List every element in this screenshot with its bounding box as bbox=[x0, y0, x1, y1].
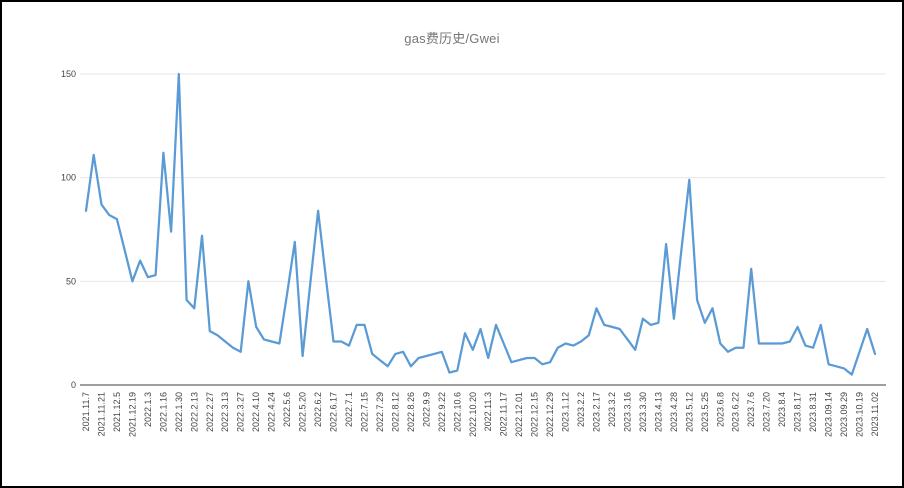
x-axis-tick-label: 2023.4.28 bbox=[669, 392, 679, 432]
chart-title: gas费历史/Gwei bbox=[404, 31, 500, 46]
x-axis-tick-label: 2023.3.2 bbox=[607, 392, 617, 427]
y-axis-tick-label: 150 bbox=[61, 69, 76, 79]
x-axis-tick-label: 2023.09.14 bbox=[824, 392, 834, 437]
x-axis-tick-label: 2023.8.31 bbox=[808, 392, 818, 432]
y-axis-tick-label: 0 bbox=[71, 380, 76, 390]
x-axis-tick-label: 2023.3.16 bbox=[622, 392, 632, 432]
x-axis-tick-label: 2022.1.16 bbox=[158, 392, 168, 432]
x-axis-tick-label: 2022.10.6 bbox=[452, 392, 462, 432]
x-axis-tick-label: 2023.7.6 bbox=[746, 392, 756, 427]
x-axis-tick-label: 2021.12.5 bbox=[112, 392, 122, 432]
x-axis-tick-label: 2023.2.2 bbox=[576, 392, 586, 427]
x-axis-tick-label: 2022.5.6 bbox=[282, 392, 292, 427]
x-axis-tick-label: 2022.8.26 bbox=[406, 392, 416, 432]
x-axis-tick-label: 2021.11.21 bbox=[96, 392, 106, 436]
x-axis-tick-label: 2023.7.20 bbox=[762, 392, 772, 432]
x-axis-tick-label: 2022.2.27 bbox=[205, 392, 215, 432]
x-axis-tick-label: 2022.10.20 bbox=[468, 392, 478, 437]
x-axis-tick-label: 2023.6.8 bbox=[715, 392, 725, 427]
gas-price-line bbox=[84, 72, 877, 376]
x-axis-tick-label: 2022.7.1 bbox=[344, 392, 354, 427]
x-axis-tick-label: 2022.4.24 bbox=[267, 392, 277, 432]
x-axis-tick-label: 2023.2.17 bbox=[592, 392, 602, 432]
x-axis-tick-label: 2022.11.17 bbox=[499, 392, 509, 436]
x-axis-tick-label: 2022.1.30 bbox=[174, 392, 184, 432]
x-axis-tick-label: 2022.5.20 bbox=[298, 392, 308, 432]
x-axis-tick-label: 2023.09.29 bbox=[839, 392, 849, 437]
x-axis-tick-label: 2022.9.22 bbox=[437, 392, 447, 432]
x-axis-tick-label: 2023.8.17 bbox=[793, 392, 803, 432]
x-axis-tick-label: 2023.6.22 bbox=[731, 392, 741, 432]
x-axis-tick-label: 2023.11.02 bbox=[870, 392, 880, 436]
x-axis-tick-label: 2022.11.3 bbox=[483, 392, 493, 431]
x-axis-tick-label: 2022.4.10 bbox=[251, 392, 261, 432]
x-axis-tick-label: 2022.8.12 bbox=[390, 392, 400, 432]
y-axis-tick-label: 100 bbox=[61, 173, 76, 183]
x-axis-tick-label: 2023.5.12 bbox=[684, 392, 694, 432]
x-axis-tick-label: 2022.2.13 bbox=[189, 392, 199, 432]
x-axis-tick-label: 2023.10.19 bbox=[855, 392, 865, 437]
x-axis-tick-label: 2022.3.13 bbox=[220, 392, 230, 432]
x-axis-tick-label: 2022.7.29 bbox=[375, 392, 385, 432]
x-axis-tick-label: 2022.6.2 bbox=[313, 392, 323, 427]
x-axis-tick-label: 2022.7.15 bbox=[359, 392, 369, 432]
x-axis-tick-label: 2022.3.27 bbox=[236, 392, 246, 432]
x-axis-tick-label: 2022.12.29 bbox=[545, 392, 555, 437]
x-axis-tick-label: 2021.11.7 bbox=[81, 392, 91, 431]
x-axis-tick-label: 2021.12.19 bbox=[127, 392, 137, 437]
x-axis-tick-label: 2023.5.25 bbox=[700, 392, 710, 432]
x-axis-tick-label: 2023.3.30 bbox=[638, 392, 648, 432]
y-axis-tick-label: 50 bbox=[66, 276, 76, 286]
x-axis-tick-label: 2022.12.15 bbox=[530, 392, 540, 437]
x-axis-tick-label: 2023.8.4 bbox=[777, 392, 787, 427]
x-axis-tick-label: 2022.6.17 bbox=[329, 392, 339, 432]
x-axis-tick-label: 2023.1.12 bbox=[561, 392, 571, 432]
x-axis-tick-label: 2022.12.01 bbox=[514, 392, 524, 437]
x-axis-tick-label: 2023.4.13 bbox=[653, 392, 663, 432]
x-axis-tick-label: 2022.9.9 bbox=[421, 392, 431, 427]
x-axis-tick-label: 2022.1.3 bbox=[143, 392, 153, 427]
